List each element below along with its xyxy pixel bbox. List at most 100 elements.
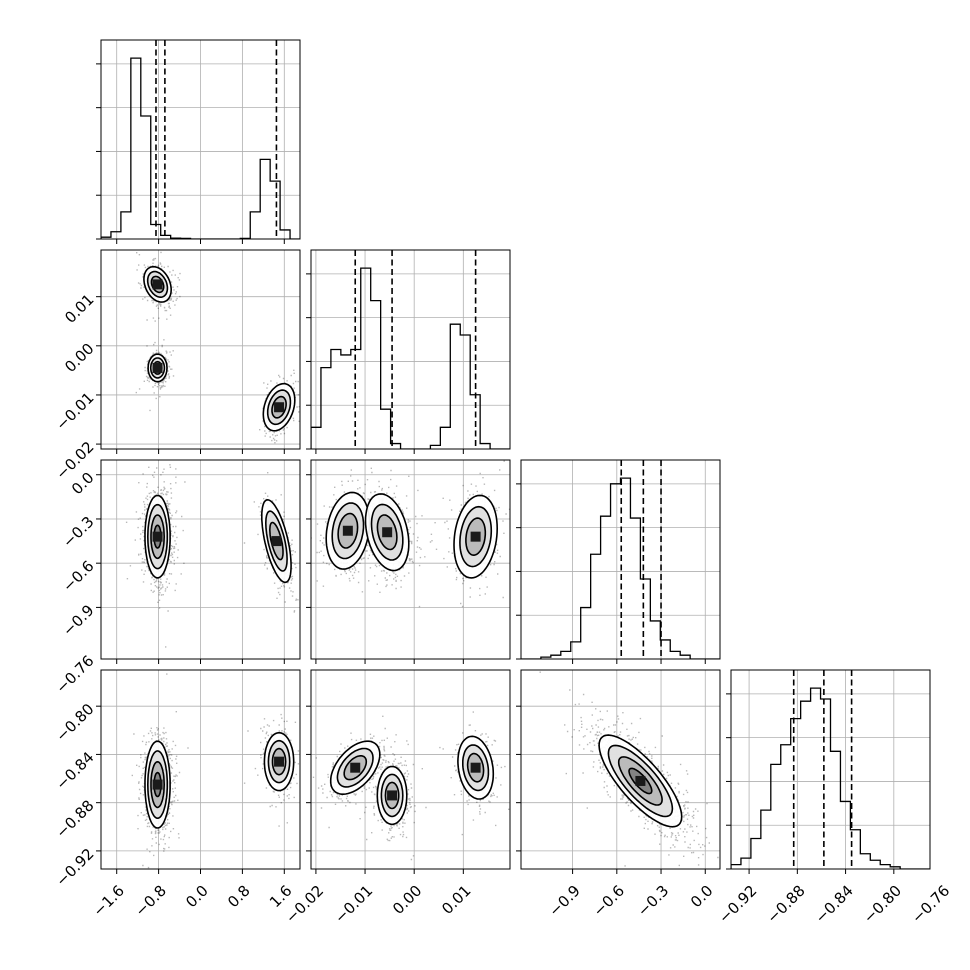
histogram-p2 — [516, 459, 721, 660]
histogram-step-p3 — [731, 687, 930, 869]
contour-line — [146, 503, 169, 570]
x-tick-label-p2-1: −0.6 — [590, 882, 628, 920]
x-tick-label-p3-1: −0.88 — [763, 882, 808, 927]
histogram-p1 — [306, 249, 511, 450]
x-tick-label-p0-0: −1.6 — [90, 882, 128, 920]
x-tick-label-p3-3: −0.80 — [860, 882, 905, 927]
contour-line — [147, 353, 168, 383]
y-tick-label-p3-4: −0.76 — [52, 652, 97, 697]
contour-line — [598, 734, 683, 828]
contour-line — [453, 494, 499, 579]
density-peak — [152, 279, 163, 290]
histogram-p0 — [96, 39, 301, 240]
density-peak — [635, 775, 646, 786]
contour-line — [466, 752, 485, 783]
scatter-points — [125, 464, 299, 648]
contour-line — [262, 382, 296, 432]
y-tick-label-p3-1: −0.88 — [52, 796, 97, 841]
density-peak — [470, 762, 481, 773]
contour-line — [146, 270, 169, 298]
x-tick-label-p2-3: 0.0 — [687, 882, 717, 912]
y-tick-label-p3-0: −0.92 — [52, 845, 97, 890]
y-tick-label-p2-0: −0.9 — [59, 601, 97, 639]
histogram-step-p0 — [101, 57, 300, 239]
x-tick-label-p3-4: −0.76 — [908, 882, 953, 927]
x-tick-label-p1-2: 0.00 — [389, 882, 425, 918]
scatter-panel-p0-p3 — [96, 669, 301, 874]
contour-line — [364, 493, 410, 572]
density-peak — [274, 402, 285, 413]
panel-frame — [310, 459, 511, 660]
contour-line — [617, 756, 663, 806]
contour-line — [376, 765, 408, 826]
panel-frame — [520, 459, 721, 660]
contour-line — [268, 521, 284, 561]
contour-line — [264, 510, 288, 572]
contour-line — [271, 395, 287, 419]
contour-line — [150, 760, 166, 809]
contour-line — [150, 514, 166, 560]
histogram-p3 — [726, 669, 931, 870]
contour-line — [271, 747, 287, 776]
contour-line — [607, 744, 674, 818]
x-tick-label-p3-0: −0.92 — [715, 882, 760, 927]
contour-line — [336, 747, 374, 788]
x-tick-label-p1-1: −0.01 — [331, 882, 376, 927]
density-peak — [350, 762, 361, 773]
contour-line — [384, 781, 400, 810]
density-peak — [152, 531, 163, 542]
contour-line — [459, 505, 493, 568]
density-peak — [342, 525, 353, 536]
density-peak — [274, 756, 285, 767]
contour-line — [263, 731, 295, 792]
x-tick-label-p0-2: 0.0 — [182, 882, 212, 912]
contour-line — [143, 265, 173, 303]
panel-frame — [730, 669, 931, 870]
x-tick-label-p1-3: 0.01 — [438, 882, 474, 918]
density-peak — [470, 531, 481, 542]
scatter-panel-p1-p2 — [306, 459, 511, 664]
y-tick-label-p2-2: −0.3 — [59, 513, 97, 551]
x-tick-label-p2-0: −0.9 — [545, 882, 583, 920]
density-peak — [387, 790, 398, 801]
contour-line — [146, 750, 169, 820]
x-tick-label-p0-1: −0.8 — [131, 882, 169, 920]
scatter-panel-p0-p2 — [96, 459, 301, 664]
contour-line — [370, 503, 404, 561]
density-peak — [271, 536, 282, 547]
panel-frame — [310, 249, 511, 450]
contour-line — [325, 491, 371, 570]
y-tick-label-p1-2: 0.00 — [61, 340, 97, 376]
y-tick-label-p3-2: −0.84 — [52, 748, 97, 793]
contour-line — [266, 389, 292, 426]
contour-line — [331, 502, 365, 560]
panel-frame — [310, 669, 511, 870]
contour-line — [462, 744, 490, 792]
contour-line — [628, 767, 653, 795]
contour-line — [465, 517, 487, 557]
scatter-points — [135, 251, 300, 444]
contour-line — [144, 494, 171, 579]
y-tick-label-p1-1: −0.01 — [52, 389, 97, 434]
y-tick-label-p3-3: −0.80 — [52, 700, 97, 745]
contour-line — [149, 357, 166, 379]
histogram-step-p1 — [311, 267, 510, 449]
scatter-panel-p0-p1 — [96, 249, 301, 454]
density-peak — [382, 527, 393, 538]
scatter-panel-p2-p3 — [516, 669, 721, 874]
contour-line — [380, 773, 404, 818]
contour-line — [457, 735, 495, 800]
contour-line — [150, 275, 165, 294]
contour-line — [267, 739, 291, 784]
contour-line — [329, 740, 381, 795]
density-peak — [152, 779, 163, 790]
x-tick-label-p3-2: −0.84 — [812, 882, 857, 927]
panel-frame — [520, 669, 721, 870]
x-tick-label-p0-3: 0.8 — [224, 882, 254, 912]
contour-line — [261, 498, 292, 584]
contour-line — [337, 512, 359, 549]
y-tick-label-p2-1: −0.6 — [59, 557, 97, 595]
contour-line — [343, 755, 368, 781]
x-tick-label-p2-2: −0.3 — [634, 882, 672, 920]
